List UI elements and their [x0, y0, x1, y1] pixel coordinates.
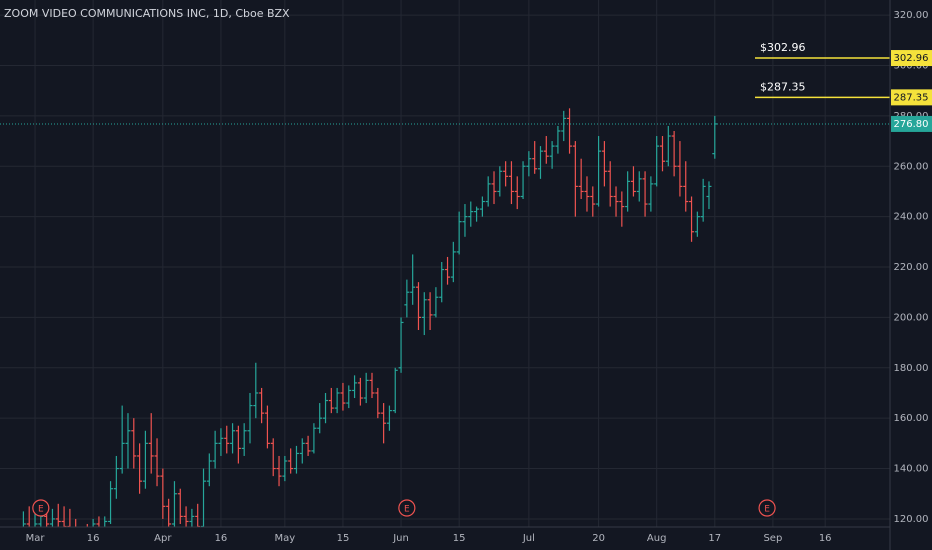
y-tick-label: 320.00: [894, 10, 929, 21]
event-marker: [32, 499, 50, 517]
price-line-axis-label: 287.35: [894, 92, 929, 103]
x-tick-label: Jun: [392, 533, 409, 544]
price-line-axis-label: 302.96: [894, 53, 929, 64]
overlays: 276.80 $302.96 302.96 $287.35 287.35 E E E: [0, 41, 932, 517]
y-tick-label: 200.00: [894, 312, 929, 323]
bars: [22, 108, 718, 527]
event-marker: [758, 499, 776, 517]
x-tick-label: 16: [215, 533, 228, 544]
y-tick-label: 240.00: [894, 212, 929, 223]
x-tick-label: Sep: [763, 533, 782, 544]
last-price-tag: [891, 115, 932, 132]
price-line-label: $302.96: [760, 41, 806, 54]
x-tick-label: Apr: [154, 533, 172, 544]
y-tick-label: 160.00: [894, 413, 929, 424]
price-line-tag: [891, 89, 932, 106]
x-tick-label: 15: [453, 533, 466, 544]
price-line-tag: [891, 50, 932, 67]
x-tick-label: 16: [87, 533, 100, 544]
y-tick-label: 140.00: [894, 464, 929, 475]
chart-title: ZOOM VIDEO COMMUNICATIONS INC, 1D, Cboe …: [4, 7, 290, 20]
x-tick-label: Mar: [26, 533, 46, 544]
event-marker: [398, 499, 416, 517]
last-price-label: 276.80: [894, 119, 929, 130]
x-tick-label: 15: [337, 533, 350, 544]
y-tick-label: 180.00: [894, 363, 929, 374]
event-label: E: [38, 505, 44, 515]
y-tick-label: 260.00: [894, 161, 929, 172]
x-tick-label: 20: [592, 533, 605, 544]
price-line-label: $287.35: [760, 80, 806, 93]
x-tick-label: Aug: [647, 533, 667, 544]
x-tick-label: 17: [708, 533, 721, 544]
event-label: E: [404, 505, 410, 515]
event-label: E: [764, 505, 770, 515]
x-tick-label: 16: [819, 533, 832, 544]
y-tick-label: 220.00: [894, 262, 929, 273]
x-tick-label: Jul: [522, 533, 535, 544]
y-tick-label: 120.00: [894, 514, 929, 525]
x-tick-label: May: [275, 533, 296, 544]
